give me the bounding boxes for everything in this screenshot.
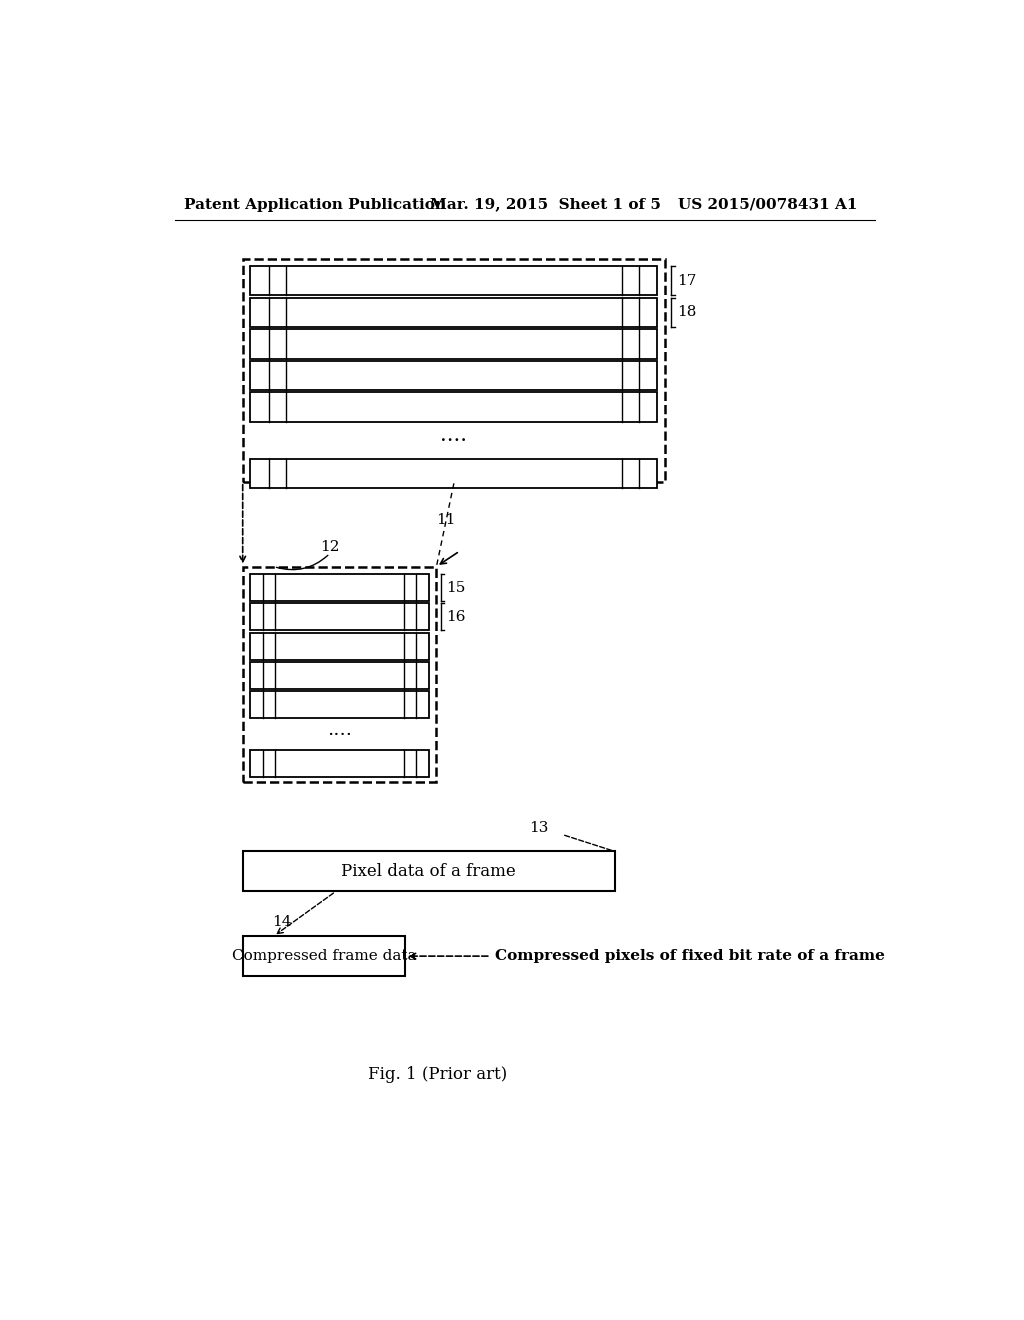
Text: 12: 12 bbox=[321, 540, 340, 554]
Bar bbox=[251, 360, 657, 391]
Text: 15: 15 bbox=[445, 581, 465, 595]
Text: Pixel data of a frame: Pixel data of a frame bbox=[341, 863, 516, 880]
Bar bbox=[251, 692, 429, 718]
Text: 11: 11 bbox=[436, 513, 456, 527]
Text: 18: 18 bbox=[677, 305, 696, 319]
Bar bbox=[251, 392, 657, 422]
Text: ....: .... bbox=[440, 426, 467, 445]
Bar bbox=[251, 298, 657, 327]
Bar bbox=[251, 750, 429, 776]
Bar bbox=[251, 574, 429, 601]
Bar bbox=[251, 330, 657, 359]
Text: Mar. 19, 2015  Sheet 1 of 5: Mar. 19, 2015 Sheet 1 of 5 bbox=[430, 198, 662, 211]
Bar bbox=[243, 259, 665, 482]
Bar bbox=[251, 663, 429, 689]
Text: ....: .... bbox=[327, 721, 352, 739]
Text: Compressed frame data: Compressed frame data bbox=[231, 949, 417, 964]
Text: Compressed pixels of fixed bit rate of a frame: Compressed pixels of fixed bit rate of a… bbox=[495, 949, 885, 964]
Text: 16: 16 bbox=[445, 610, 465, 624]
Bar bbox=[243, 936, 406, 977]
Text: Patent Application Publication: Patent Application Publication bbox=[183, 198, 445, 211]
Text: US 2015/0078431 A1: US 2015/0078431 A1 bbox=[678, 198, 858, 211]
Bar bbox=[243, 851, 614, 891]
Bar bbox=[251, 632, 429, 660]
Text: Fig. 1 (Prior art): Fig. 1 (Prior art) bbox=[369, 1067, 508, 1084]
Bar bbox=[243, 566, 436, 781]
Bar bbox=[251, 267, 657, 296]
Text: 14: 14 bbox=[271, 915, 291, 929]
Bar bbox=[251, 459, 657, 488]
Text: 17: 17 bbox=[677, 273, 696, 288]
Bar bbox=[251, 603, 429, 631]
Text: 13: 13 bbox=[529, 821, 549, 836]
